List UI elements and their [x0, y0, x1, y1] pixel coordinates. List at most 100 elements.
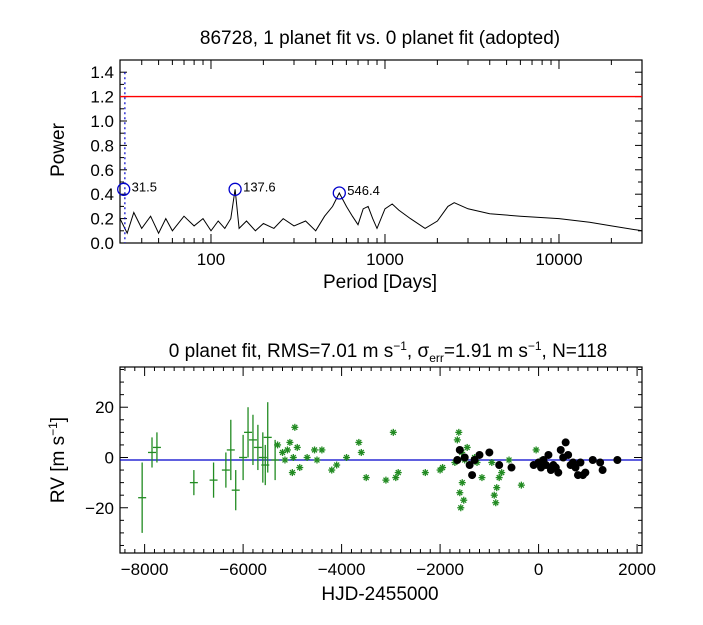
- star-point: [279, 448, 287, 456]
- rv-title-part3: , N=118: [542, 341, 608, 362]
- star-stroke: [488, 459, 495, 466]
- filled-point: [596, 458, 605, 467]
- errorbar-point: [226, 419, 235, 481]
- star-stroke: [457, 504, 464, 511]
- star-point: [498, 469, 506, 477]
- star-stroke: [284, 447, 291, 453]
- periodogram-panel: 86728, 1 planet fit vs. 0 planet fit (ad…: [48, 28, 643, 293]
- star-point: [291, 423, 299, 431]
- star-point: [488, 459, 496, 467]
- star-point: [389, 428, 397, 436]
- star-point: [289, 453, 297, 461]
- star-point: [311, 446, 319, 454]
- filled-point: [475, 450, 484, 459]
- star-point: [288, 469, 296, 477]
- x-tick-label: −8000: [121, 560, 169, 579]
- star-stroke: [491, 492, 498, 499]
- star-stroke: [343, 454, 350, 461]
- star-stroke: [459, 479, 466, 486]
- y-tick-label: 1.0: [90, 112, 114, 131]
- filled-point: [554, 468, 563, 477]
- filled-point: [470, 456, 479, 464]
- filled-point: [581, 468, 590, 477]
- errorbar-point: [221, 452, 230, 488]
- star-stroke: [479, 474, 485, 481]
- star-point: [492, 499, 500, 507]
- star-stroke: [518, 482, 525, 489]
- peak-label: 137.6: [243, 179, 276, 194]
- rv-title-sigma: , σ: [407, 341, 430, 362]
- star-point: [457, 504, 465, 512]
- y-tick-label: 0.6: [90, 161, 114, 180]
- star-point: [293, 443, 301, 451]
- star-stroke: [282, 457, 288, 463]
- star-stroke: [279, 449, 286, 456]
- rv-ylabel-exp: −1: [46, 422, 60, 436]
- star-stroke: [289, 469, 296, 476]
- star-point: [458, 479, 466, 487]
- star-point: [495, 474, 503, 482]
- filled-point: [571, 463, 580, 472]
- rv-title: 0 planet fit, RMS=7.01 m s−1, σerr=1.91 …: [169, 339, 607, 365]
- star-stroke: [422, 469, 429, 476]
- star-point: [357, 448, 365, 456]
- star-stroke: [318, 447, 325, 453]
- star-point: [286, 438, 294, 446]
- star-point: [394, 469, 402, 477]
- star-stroke: [439, 464, 446, 471]
- rv-title-part2: =1.91 m s: [444, 341, 528, 362]
- star-point: [362, 474, 370, 482]
- peak-marker: [117, 182, 131, 196]
- filled-point: [561, 438, 570, 447]
- rv-xlabel: HJD-2455000: [321, 584, 438, 605]
- errorbar-point: [189, 470, 198, 496]
- star-stroke: [464, 444, 471, 451]
- filled-point: [564, 450, 573, 459]
- star-stroke: [286, 439, 293, 446]
- filled-point: [613, 456, 622, 464]
- star-point: [392, 474, 400, 482]
- star-stroke: [333, 462, 340, 468]
- errorbar-point: [244, 407, 253, 458]
- filled-point: [453, 456, 462, 464]
- star-stroke: [328, 467, 335, 473]
- star-point: [333, 461, 341, 469]
- rv-title-exp1: −1: [393, 339, 407, 353]
- errorbar-point: [138, 462, 147, 533]
- errorbar-point: [209, 462, 218, 498]
- errorbar-point: [239, 434, 248, 481]
- peak-marker: [332, 186, 346, 200]
- star-stroke: [493, 484, 500, 491]
- errorbar-point: [148, 437, 157, 468]
- star-stroke: [363, 474, 370, 481]
- star-point: [478, 474, 486, 482]
- star-point: [328, 466, 336, 474]
- x-tick-label: 1000: [366, 250, 404, 269]
- star-point: [343, 453, 351, 461]
- rv-ticks: −20 0 20 −8000 −6000 −4000 −2000 0 2000: [85, 367, 656, 579]
- rv-ylabel: RV [m s−1]: [46, 417, 69, 503]
- filled-point: [495, 461, 504, 470]
- y-tick-label: 0.8: [90, 136, 114, 155]
- star-stroke: [355, 439, 362, 446]
- periodogram-frame: [119, 59, 643, 244]
- filled-point: [556, 445, 565, 454]
- power-curve: [119, 189, 643, 235]
- star-point: [455, 428, 463, 436]
- star-point: [456, 489, 464, 497]
- star-stroke: [291, 424, 298, 431]
- star-point: [303, 453, 311, 461]
- star-point: [532, 446, 540, 454]
- errorbar-point: [231, 470, 240, 511]
- star-stroke: [383, 477, 389, 484]
- star-stroke: [290, 454, 297, 461]
- star-stroke: [456, 489, 463, 496]
- star-stroke: [390, 429, 397, 436]
- star-stroke: [455, 429, 462, 436]
- rv-title-sub: err: [429, 351, 444, 365]
- star-point: [313, 456, 321, 464]
- rv-ylabel-text: RV [m s: [48, 436, 69, 503]
- x-tick-label: 100: [197, 250, 225, 269]
- star-stroke: [274, 442, 281, 448]
